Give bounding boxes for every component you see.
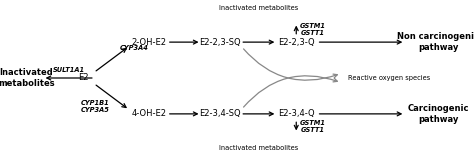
Text: E2-3,4-SQ: E2-3,4-SQ	[200, 109, 241, 118]
Text: Inactivated
metabolites: Inactivated metabolites	[0, 68, 55, 88]
Text: E2-2,3-Q: E2-2,3-Q	[278, 38, 315, 47]
Text: E2-2,3-SQ: E2-2,3-SQ	[200, 38, 241, 47]
Text: GSTM1
GSTT1: GSTM1 GSTT1	[300, 23, 326, 36]
Text: E2-3,4-Q: E2-3,4-Q	[278, 109, 315, 118]
FancyArrowPatch shape	[244, 76, 337, 107]
FancyArrowPatch shape	[244, 49, 337, 80]
Text: 4-OH-E2: 4-OH-E2	[132, 109, 167, 118]
Text: Non carcinogenic
pathway: Non carcinogenic pathway	[398, 32, 474, 52]
Text: GSTM1
GSTT1: GSTM1 GSTT1	[300, 120, 326, 133]
Text: Reactive oxygen species: Reactive oxygen species	[348, 75, 431, 81]
Text: 2-OH-E2: 2-OH-E2	[132, 38, 167, 47]
Text: Inactivated metabolites: Inactivated metabolites	[219, 5, 298, 11]
Text: CYP1B1
CYP3A5: CYP1B1 CYP3A5	[81, 100, 109, 113]
Text: E2: E2	[78, 73, 88, 83]
Text: Inactivated metabolites: Inactivated metabolites	[219, 145, 298, 151]
Text: CYP3A4: CYP3A4	[119, 46, 148, 51]
Text: SULT1A1: SULT1A1	[53, 67, 85, 73]
Text: Carcinogenic
pathway: Carcinogenic pathway	[408, 104, 469, 124]
